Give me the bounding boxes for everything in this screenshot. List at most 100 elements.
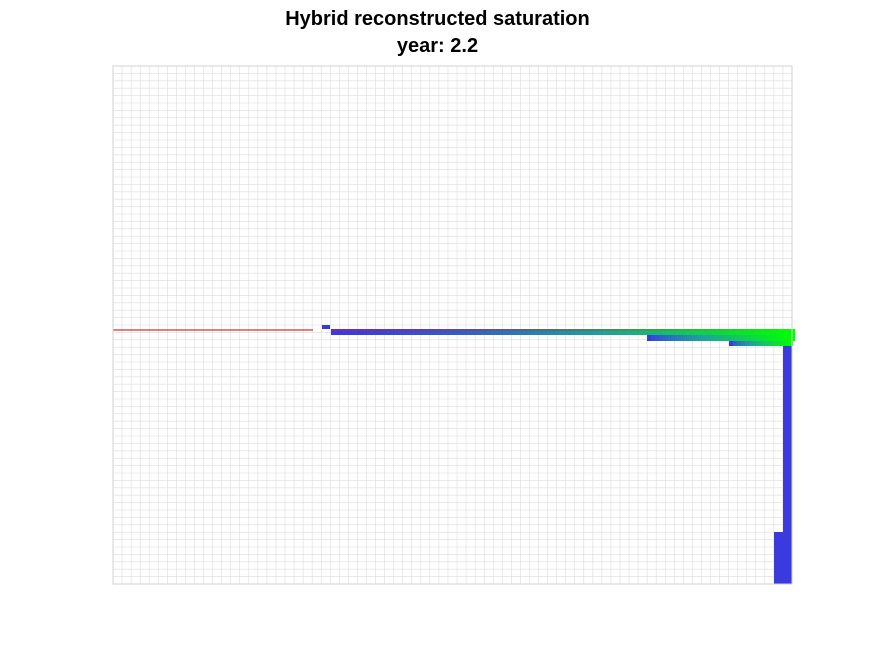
right-column <box>783 346 792 584</box>
plume-cell <box>591 331 596 335</box>
plume-top-cell <box>643 329 648 331</box>
plume-cell <box>331 331 336 335</box>
plume-top-cell <box>379 329 384 331</box>
plume-top-cell <box>619 329 624 331</box>
plume-layer2-cell <box>707 335 712 341</box>
plume-cell <box>359 331 364 335</box>
plume-top-cell <box>515 329 520 331</box>
plume-cell <box>691 331 696 335</box>
plume-top-cell <box>751 329 756 331</box>
plume-cell <box>783 331 788 335</box>
plume-cell <box>479 331 484 335</box>
plume-cell <box>755 331 760 335</box>
plume-cell <box>719 331 724 335</box>
plume-layer2-cell <box>659 335 664 341</box>
plume-layer3-cell <box>733 341 738 346</box>
plume-cell <box>415 331 420 335</box>
plume-cell <box>779 331 784 335</box>
plume-layer3-cell <box>773 341 778 346</box>
plume-cell <box>527 331 532 335</box>
plume-top-cell <box>403 329 408 331</box>
plume-layer3-cell <box>729 341 734 346</box>
plume-layer3-cell <box>781 341 786 346</box>
plume-top-cell <box>527 329 532 331</box>
plume-layer2-cell <box>711 335 716 341</box>
plume-cell <box>603 331 608 335</box>
plume-cell <box>751 331 756 335</box>
plume-layer3-cell <box>765 341 770 346</box>
plume-cell <box>683 331 688 335</box>
plume-top-cell <box>543 329 548 331</box>
plume-top-cell <box>767 329 772 331</box>
plume-cell <box>723 331 728 335</box>
plume-top-cell <box>367 329 372 331</box>
plume-cell <box>443 331 448 335</box>
plume-top-cell <box>695 329 700 331</box>
plume-layer2-cell <box>691 335 696 341</box>
plume-top-cell <box>691 329 696 331</box>
plume-top-cell <box>443 329 448 331</box>
plume-layer2-cell <box>719 335 724 341</box>
plume-cell <box>499 331 504 335</box>
plume-top-cell <box>475 329 480 331</box>
plume-cell <box>735 331 740 335</box>
plume-cell <box>339 331 344 335</box>
plume-layer2-cell <box>663 335 668 341</box>
plume-top-cell <box>623 329 628 331</box>
plume-cell <box>663 331 668 335</box>
plume-top-cell <box>651 329 656 331</box>
plume-top-cell <box>463 329 468 331</box>
plume-cell <box>759 331 764 335</box>
plume-cell <box>475 331 480 335</box>
plume-top-cell <box>775 329 780 331</box>
plume-top-cell <box>779 329 784 331</box>
plume-cell <box>639 331 644 335</box>
plume-top-cell <box>363 329 368 331</box>
plume-layer2-cell <box>655 335 660 341</box>
plume-cell <box>787 331 792 335</box>
plume-top-cell <box>531 329 536 331</box>
plume-top-cell <box>471 329 476 331</box>
plume-cell <box>595 331 600 335</box>
plume-cell <box>659 331 664 335</box>
plume-cell <box>383 331 388 335</box>
plume-cell <box>695 331 700 335</box>
plume-cell <box>731 331 736 335</box>
plume-top-cell <box>567 329 572 331</box>
plume-layer2-cell <box>727 335 732 341</box>
plume-top-cell <box>787 329 792 331</box>
plume-layer2-cell <box>715 335 720 341</box>
plume-top-cell <box>663 329 668 331</box>
plume-cell <box>371 331 376 335</box>
plume-cell <box>763 331 768 335</box>
plume-layer2-cell <box>747 335 752 341</box>
plume-layer2-cell <box>787 335 792 341</box>
saturation-cells <box>322 325 796 584</box>
plume-top-cell <box>339 329 344 331</box>
plume-cell <box>387 331 392 335</box>
plume-layer3-cell <box>737 341 742 346</box>
plume-cell <box>583 331 588 335</box>
plume-cell <box>635 331 640 335</box>
plume-layer3-cell <box>785 341 790 346</box>
figure-title: Hybrid reconstructed saturation <box>285 8 590 30</box>
plume-top-cell <box>391 329 396 331</box>
plume-cell <box>399 331 404 335</box>
plume-cell <box>395 331 400 335</box>
plume-layer3-cell <box>777 341 782 346</box>
plume-cell <box>575 331 580 335</box>
plume-cell <box>391 331 396 335</box>
plume-top-cell <box>627 329 632 331</box>
plume-cell <box>607 331 612 335</box>
plume-cell <box>347 331 352 335</box>
plume-layer2-cell <box>771 335 776 341</box>
plume-top-cell <box>371 329 376 331</box>
plume-layer2-cell <box>679 335 684 341</box>
plume-cell <box>671 331 676 335</box>
plume-top-cell <box>579 329 584 331</box>
plume-top-cell <box>707 329 712 331</box>
plume-cell <box>407 331 412 335</box>
plume-top-cell <box>679 329 684 331</box>
plume-cell <box>379 331 384 335</box>
plume-top-cell <box>659 329 664 331</box>
